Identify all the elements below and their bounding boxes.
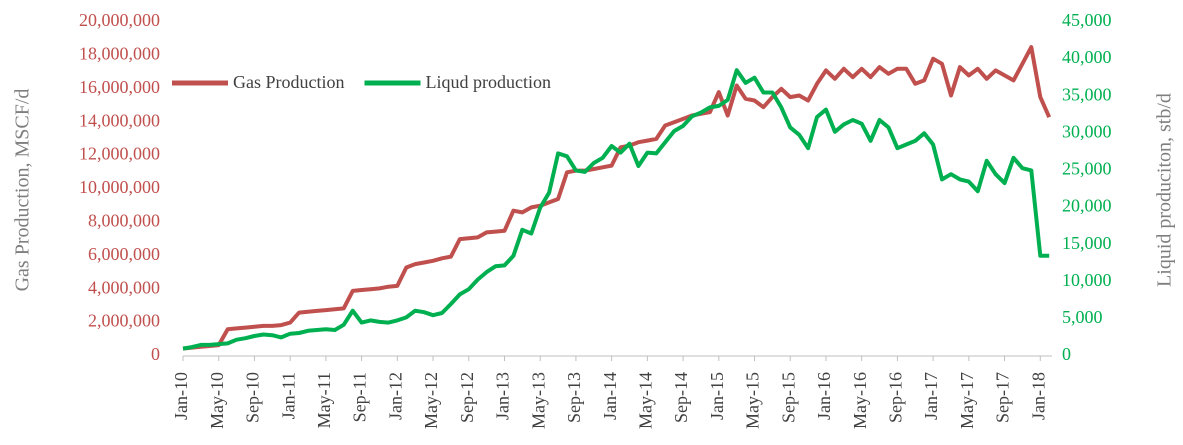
x-tick-label: Jan-13 bbox=[493, 372, 513, 420]
y-tick-label: 14,000,000 bbox=[79, 110, 160, 130]
x-tick-label: May-12 bbox=[421, 372, 441, 429]
y-axis-title: Gas Production, MSCF/d bbox=[12, 89, 34, 292]
legend-label: Liqud production bbox=[426, 72, 551, 92]
y2-tick-label: 20,000 bbox=[1062, 196, 1112, 216]
x-tick-label: May-13 bbox=[528, 372, 548, 429]
y2-tick-label: 15,000 bbox=[1062, 233, 1112, 253]
y2-tick-label: 5,000 bbox=[1062, 307, 1103, 327]
x-tick-label: Jan-12 bbox=[385, 372, 405, 420]
y-tick-label: 4,000,000 bbox=[88, 277, 160, 297]
x-tick-label: Sep-17 bbox=[993, 372, 1013, 423]
legend-label: Gas Production bbox=[233, 72, 345, 92]
x-tick-label: Jan-15 bbox=[707, 372, 727, 420]
x-tick-label: Sep-12 bbox=[457, 372, 477, 423]
y-tick-label: 2,000,000 bbox=[88, 311, 160, 331]
x-tick-label: May-16 bbox=[850, 372, 870, 429]
x-tick-label: May-11 bbox=[314, 372, 334, 428]
x-tick-label: Sep-10 bbox=[243, 372, 263, 423]
x-tick-label: Jan-11 bbox=[278, 372, 298, 419]
x-tick-label: Sep-13 bbox=[564, 372, 584, 423]
y2-tick-label: 0 bbox=[1062, 344, 1071, 364]
y-tick-label: 8,000,000 bbox=[88, 211, 160, 231]
y2-tick-label: 25,000 bbox=[1062, 159, 1112, 179]
y2-axis-title: Liquid produciton, stb/d bbox=[1154, 93, 1176, 287]
y2-tick-label: 35,000 bbox=[1062, 84, 1112, 104]
y-tick-label: 10,000,000 bbox=[79, 177, 160, 197]
x-tick-label: Jan-10 bbox=[171, 372, 191, 420]
series-line bbox=[182, 68, 1050, 351]
x-tick-label: Jan-18 bbox=[1028, 372, 1048, 420]
x-tick-label: May-10 bbox=[207, 372, 227, 429]
x-tick-label: May-14 bbox=[635, 372, 655, 429]
x-tick-label: Sep-16 bbox=[886, 372, 906, 423]
y-tick-label: 18,000,000 bbox=[79, 44, 160, 64]
x-tick-label: May-15 bbox=[743, 372, 763, 429]
x-tick-label: Sep-14 bbox=[671, 372, 691, 423]
y2-tick-label: 40,000 bbox=[1062, 47, 1112, 67]
x-tick-label: Sep-11 bbox=[350, 372, 370, 422]
y-tick-label: 6,000,000 bbox=[88, 244, 160, 264]
x-tick-label: Jan-16 bbox=[814, 372, 834, 420]
x-tick-label: May-17 bbox=[957, 372, 977, 429]
x-tick-label: Jan-14 bbox=[600, 372, 620, 420]
x-tick-label: Sep-15 bbox=[778, 372, 798, 423]
x-tick-label: Jan-17 bbox=[921, 372, 941, 420]
y-tick-label: 0 bbox=[151, 344, 160, 364]
y2-tick-label: 30,000 bbox=[1062, 121, 1112, 141]
y2-tick-label: 45,000 bbox=[1062, 10, 1112, 30]
series-line bbox=[182, 45, 1052, 351]
y2-tick-label: 10,000 bbox=[1062, 270, 1112, 290]
y-tick-label: 16,000,000 bbox=[79, 77, 160, 97]
y-tick-label: 20,000,000 bbox=[79, 10, 160, 30]
y-tick-label: 12,000,000 bbox=[79, 144, 160, 164]
